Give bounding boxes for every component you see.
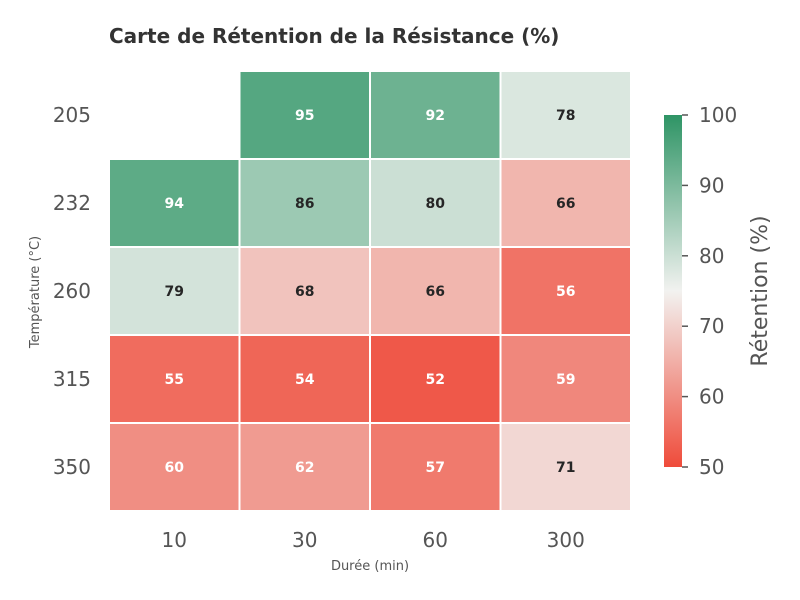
cell-value-label: 80 [426,196,446,212]
x-axis-label: Durée (min) [331,559,409,574]
colorbar-tick-label: 60 [699,385,724,409]
colorbar [664,115,682,467]
x-tick-label: 10 [162,528,187,552]
heatmap-cell-315-10 [110,336,239,422]
colorbar-label: Rétention (%) [748,215,773,366]
cell-value-label: 62 [295,460,314,476]
heatmap-cell-350-60 [371,424,500,510]
chart-title: Carte de Rétention de la Résistance (%) [109,24,559,48]
x-tick-label: 60 [423,528,448,552]
heatmap-cell-205-300 [501,72,630,158]
x-tick-label: 30 [292,528,317,552]
heatmap-cells: 95 92 78 94 86 80 66 79 68 66 56 55 54 52 59 60 62 57 71 [110,72,630,510]
heatmap-cell-315-30 [240,336,369,422]
cell-value-label: 66 [556,196,575,212]
cell-value-label: 56 [556,284,575,300]
cell-value-label: 79 [165,284,184,300]
x-tick-label: 300 [547,528,585,552]
colorbar-tick-label: 90 [699,173,724,197]
y-tick-label: 232 [53,191,91,215]
cell-value-label: 68 [295,284,314,300]
cell-value-label: 57 [426,460,445,476]
heatmap-cell-205-30 [240,72,369,158]
heatmap-cell-260-300 [501,248,630,334]
colorbar-tick-label: 50 [699,455,724,479]
cell-value-label: 71 [556,460,575,476]
heatmap-cell-315-60 [371,336,500,422]
colorbar-ticks: 50 60 70 80 90 100 [682,103,737,479]
colorbar-tick-label: 100 [699,103,737,127]
heatmap-cell-232-60 [371,160,500,246]
heatmap-cell-350-10 [110,424,239,510]
y-tick-labels: 205 232 260 315 350 [53,103,91,479]
heatmap-cell-260-10 [110,248,239,334]
y-tick-label: 205 [53,103,91,127]
y-tick-label: 350 [53,455,91,479]
heatmap-cell-232-10 [110,160,239,246]
cell-value-label: 92 [426,108,445,124]
heatmap-cell-315-300 [501,336,630,422]
cell-value-label: 86 [295,196,314,212]
cell-value-label: 60 [165,460,185,476]
x-tick-labels: 10 30 60 300 [162,528,585,552]
heatmap-cell-260-30 [240,248,369,334]
heatmap-cell-260-60 [371,248,500,334]
cell-value-label: 78 [556,108,575,124]
y-tick-label: 260 [53,279,91,303]
y-axis-label: Température (°C) [28,236,43,349]
colorbar-tick-label: 80 [699,244,724,268]
cell-value-label: 59 [556,372,575,388]
cell-value-label: 54 [295,372,315,388]
heatmap-cell-232-300 [501,160,630,246]
colorbar-tick-label: 70 [699,314,724,338]
cell-value-label: 95 [295,108,314,124]
y-tick-label: 315 [53,367,91,391]
cell-value-label: 52 [426,372,445,388]
cell-value-label: 55 [165,372,184,388]
heatmap-cell-350-30 [240,424,369,510]
heatmap-cell-232-30 [240,160,369,246]
heatmap-cell-350-300 [501,424,630,510]
cell-value-label: 94 [165,196,185,212]
heatmap-cell-205-60 [371,72,500,158]
cell-value-label: 66 [426,284,445,300]
